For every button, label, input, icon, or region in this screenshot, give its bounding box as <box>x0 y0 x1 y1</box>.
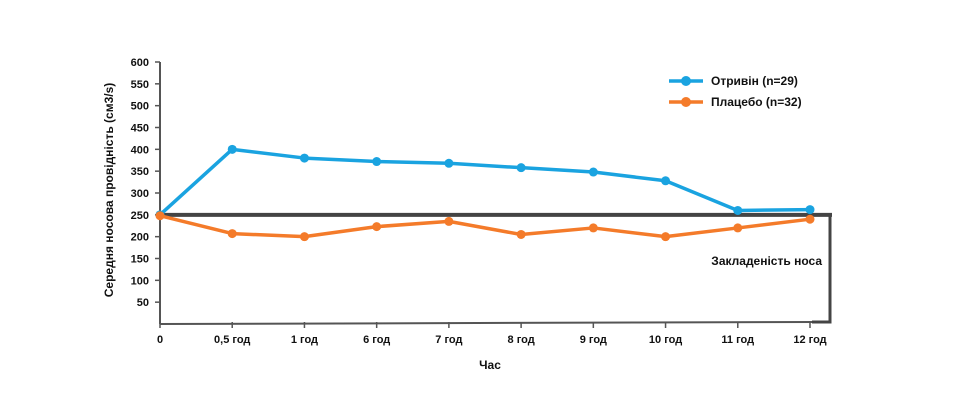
x-axis-line <box>159 321 816 325</box>
data-point <box>227 229 237 239</box>
x-tick-label: 9 год <box>580 334 607 346</box>
data-point <box>661 176 671 186</box>
data-point <box>733 205 743 215</box>
series-line-0 <box>158 147 811 217</box>
x-tick-label: 1 год <box>291 334 318 346</box>
data-point <box>516 163 526 173</box>
data-point <box>299 153 309 163</box>
legend: Отривін (n=29) Плацебо (n=32) <box>669 74 802 109</box>
y-tick-label: 550 <box>131 79 149 91</box>
y-tick-label: 100 <box>131 275 149 287</box>
bracket <box>812 213 832 324</box>
annotation-label: Закладеність носа <box>711 254 822 268</box>
data-point <box>372 157 382 167</box>
y-tick-label: 350 <box>131 166 149 178</box>
y-tick-label: 500 <box>131 101 149 113</box>
y-tick-label: 300 <box>131 188 149 200</box>
x-tick-label: 0,5 год <box>214 334 250 346</box>
y-tick-label: 150 <box>131 254 149 266</box>
data-point <box>516 229 526 239</box>
y-tick-label: 400 <box>131 144 149 156</box>
x-tick-label: 11 год <box>721 334 754 346</box>
legend-swatch-marker <box>681 76 691 86</box>
data-point <box>661 232 671 242</box>
y-tick-label: 250 <box>131 210 149 222</box>
y-tick-label: 600 <box>131 57 149 69</box>
x-axis-label: Час <box>479 358 501 372</box>
legend-entry-label: Плацебо (n=32) <box>711 95 802 109</box>
y-tick-label: 450 <box>131 123 149 135</box>
y-axis-label: Середня носова провідність (см3/s) <box>102 83 116 298</box>
legend-entry-label: Отривін (n=29) <box>711 74 798 88</box>
congestion-bracket: Закладеність носа <box>160 212 832 324</box>
data-point <box>155 211 165 221</box>
x-tick-label: 0 <box>157 334 163 346</box>
x-tick-label: 8 год <box>508 334 535 346</box>
data-point <box>733 223 743 233</box>
data-point <box>299 232 309 242</box>
data-point <box>588 223 598 233</box>
x-ticks: 0 0,5 год 1 год 6 год 7 год 8 год 9 год 10 год 1… <box>157 322 827 346</box>
data-point <box>805 205 815 215</box>
data-point <box>805 214 815 224</box>
y-ticks: 50 100 150 200 250 300 350 400 450 500 550 600 <box>131 57 160 309</box>
series-line-1 <box>159 214 811 239</box>
series-layer <box>155 144 815 242</box>
x-tick-label: 10 год <box>649 334 682 346</box>
x-tick-label: 7 год <box>435 334 462 346</box>
data-point <box>588 167 598 177</box>
y-tick-label: 50 <box>137 297 149 309</box>
legend-swatch-marker <box>681 97 691 107</box>
x-tick-label: 6 год <box>363 334 390 346</box>
data-point <box>227 144 237 154</box>
data-point <box>444 158 454 168</box>
x-tick-label: 12 год <box>793 334 826 346</box>
data-point <box>444 216 454 226</box>
data-point <box>372 222 382 232</box>
y-tick-label: 200 <box>131 232 149 244</box>
